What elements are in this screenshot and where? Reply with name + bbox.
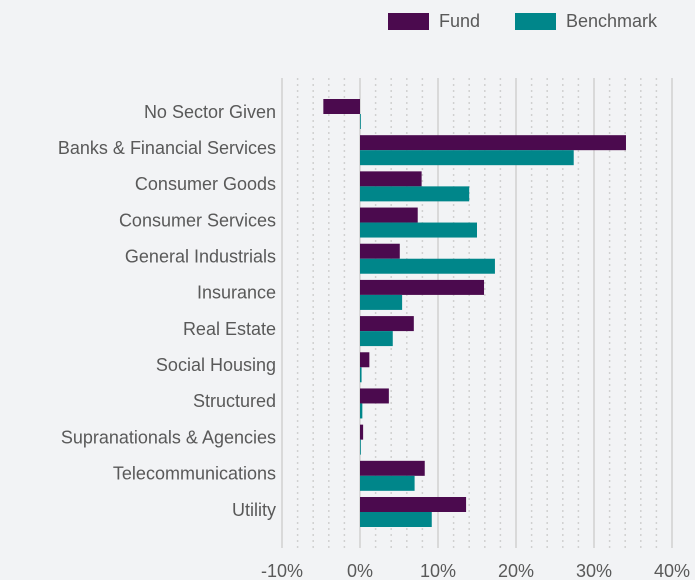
bar (360, 439, 361, 455)
y-tick-label: No Sector Given (144, 102, 276, 122)
y-tick-label: Social Housing (156, 355, 276, 375)
legend-label: Fund (439, 11, 480, 31)
bar (360, 222, 477, 238)
bar (360, 171, 422, 187)
y-tick-label: Structured (193, 391, 276, 411)
bar (360, 150, 574, 166)
bar (360, 135, 626, 151)
bar (360, 388, 389, 404)
bar (360, 367, 362, 383)
bar (360, 279, 485, 295)
bar (360, 243, 400, 259)
bar (360, 512, 432, 527)
bar (360, 114, 361, 129)
y-tick-label: Supranationals & Agencies (61, 427, 276, 447)
bar (360, 424, 364, 440)
bar (360, 331, 393, 347)
x-tick-label: 0% (347, 561, 373, 580)
x-tick-label: 40% (654, 561, 690, 580)
y-tick-label: Consumer Services (119, 210, 276, 230)
bar (360, 460, 425, 476)
bar (360, 403, 363, 419)
bar (360, 294, 403, 310)
x-tick-label: -10% (261, 561, 303, 580)
x-tick-label: 10% (420, 561, 456, 580)
bar (360, 258, 495, 274)
y-tick-label: Utility (232, 500, 276, 520)
legend-swatch (515, 13, 556, 30)
y-tick-label: Real Estate (183, 319, 276, 339)
y-tick-label: Banks & Financial Services (58, 138, 276, 158)
bar (360, 186, 470, 202)
bar (360, 497, 467, 512)
bar (360, 352, 370, 368)
x-tick-label: 30% (576, 561, 612, 580)
legend-label: Benchmark (566, 11, 658, 31)
legend-swatch (388, 13, 429, 30)
bar (323, 99, 360, 114)
bar (360, 207, 418, 223)
y-tick-label: Telecommunications (113, 464, 276, 484)
x-tick-label: 20% (498, 561, 534, 580)
bar (360, 475, 415, 491)
y-tick-label: General Industrials (125, 246, 276, 266)
bar (360, 316, 414, 332)
y-tick-label: Consumer Goods (135, 174, 276, 194)
y-tick-label: Insurance (197, 283, 276, 303)
